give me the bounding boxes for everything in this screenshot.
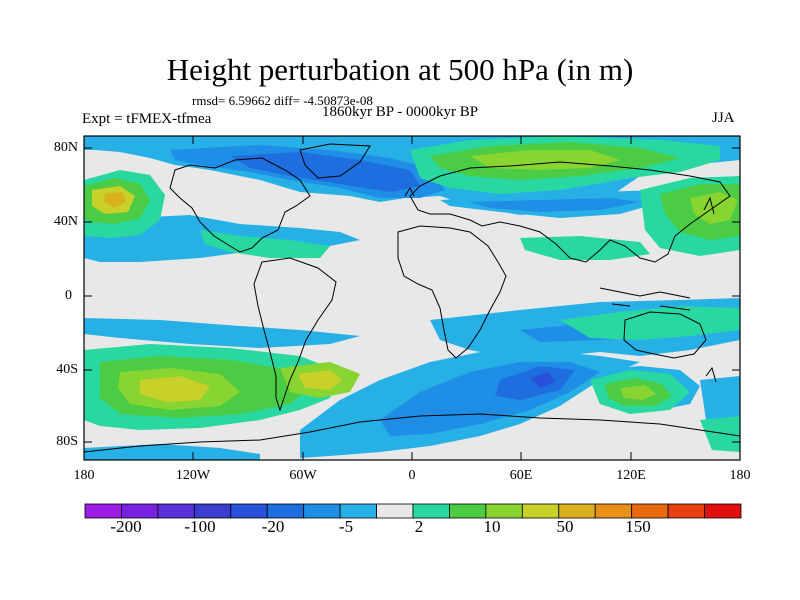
contour-positive-band (620, 385, 656, 400)
colorbar-swatch (193, 503, 232, 519)
colorbar-swatch (704, 503, 742, 519)
experiment-label: Expt = tFMEX-tfmea (82, 111, 212, 127)
colorbar-swatch (558, 503, 596, 519)
colorbar-swatch (121, 503, 159, 519)
coastline-indonesia (599, 287, 691, 311)
colorbar-swatch (485, 503, 523, 519)
colorbar-swatch (84, 503, 122, 519)
coastlines (84, 143, 740, 453)
contour-negative-core (470, 198, 640, 212)
contour-negative-band (84, 318, 360, 348)
colorbar-label: 50 (556, 517, 574, 536)
contour-negative-band (84, 444, 260, 460)
lon-tick-label: 0 (408, 468, 416, 483)
contour-positive-band (470, 150, 620, 170)
coastline-europe-asia (409, 161, 731, 263)
coastline-australia (623, 311, 707, 359)
colorbar-label: -200 (110, 517, 142, 536)
plot-title: Height perturbation at 500 hPa (in m) (166, 52, 634, 87)
coastline-antarctica (84, 413, 740, 453)
contour-positive-band (140, 376, 210, 402)
lon-tick-label: 60E (509, 468, 533, 483)
colorbar-swatch (339, 503, 377, 519)
colorbar-swatch (376, 503, 414, 519)
colorbar-swatch (631, 503, 669, 519)
colorbar-label: 2 (414, 517, 424, 536)
lon-tick-label: 180 (729, 468, 751, 483)
colorbar-label: 150 (625, 517, 651, 536)
contour-positive-band (200, 230, 330, 258)
lat-tick-label: 40S (56, 362, 78, 377)
lon-tick-label: 120W (175, 468, 211, 483)
height-perturbation-field (84, 136, 740, 460)
lat-tick-label: 0 (65, 288, 72, 303)
colorbar-label: -20 (261, 517, 285, 536)
colorbar-swatch (303, 503, 341, 519)
colorbar-swatch (449, 503, 487, 519)
colorbar-swatch (521, 503, 560, 519)
colorbar-label: -5 (338, 517, 354, 536)
colorbar-label: -100 (184, 517, 216, 536)
contour-positive-band (298, 370, 342, 390)
coastline-south-america (253, 257, 337, 412)
lon-tick-label: 180 (73, 468, 95, 483)
season-label: JJA (712, 110, 735, 126)
contour-negative-core (230, 152, 420, 192)
colorbar-swatch (412, 503, 450, 519)
period-label: 1860kyr BP - 0000kyr BP (322, 104, 479, 120)
colorbar (84, 503, 742, 519)
coastline-uk-japan-nz (404, 186, 717, 383)
coastline-africa (397, 225, 507, 359)
lat-tick-label: 80S (56, 434, 78, 449)
colorbar-swatch (667, 503, 705, 519)
lon-tick-label: 120E (616, 468, 646, 483)
stats-label: rmsd= 6.59662 diff= -4.50873e-08 (192, 93, 373, 108)
contour-positive-band (560, 306, 740, 340)
colorbar-swatch (157, 503, 195, 519)
lat-tick-label: 40N (53, 214, 78, 229)
contour-positive-band (520, 236, 650, 260)
colorbar-label: 10 (483, 517, 501, 536)
contour-negative-core (530, 372, 555, 388)
colorbar-swatch (266, 503, 305, 519)
colorbar-swatch (230, 503, 268, 519)
lon-tick-label: 60W (289, 468, 317, 483)
colorbar-swatch (594, 503, 633, 519)
contour-positive-band (104, 192, 126, 208)
axis-ticks (83, 136, 741, 460)
contour-positive-band (700, 416, 740, 452)
coastline-north-america (169, 157, 311, 253)
coastline-greenland (299, 143, 371, 179)
lat-tick-label: 80N (53, 140, 78, 155)
